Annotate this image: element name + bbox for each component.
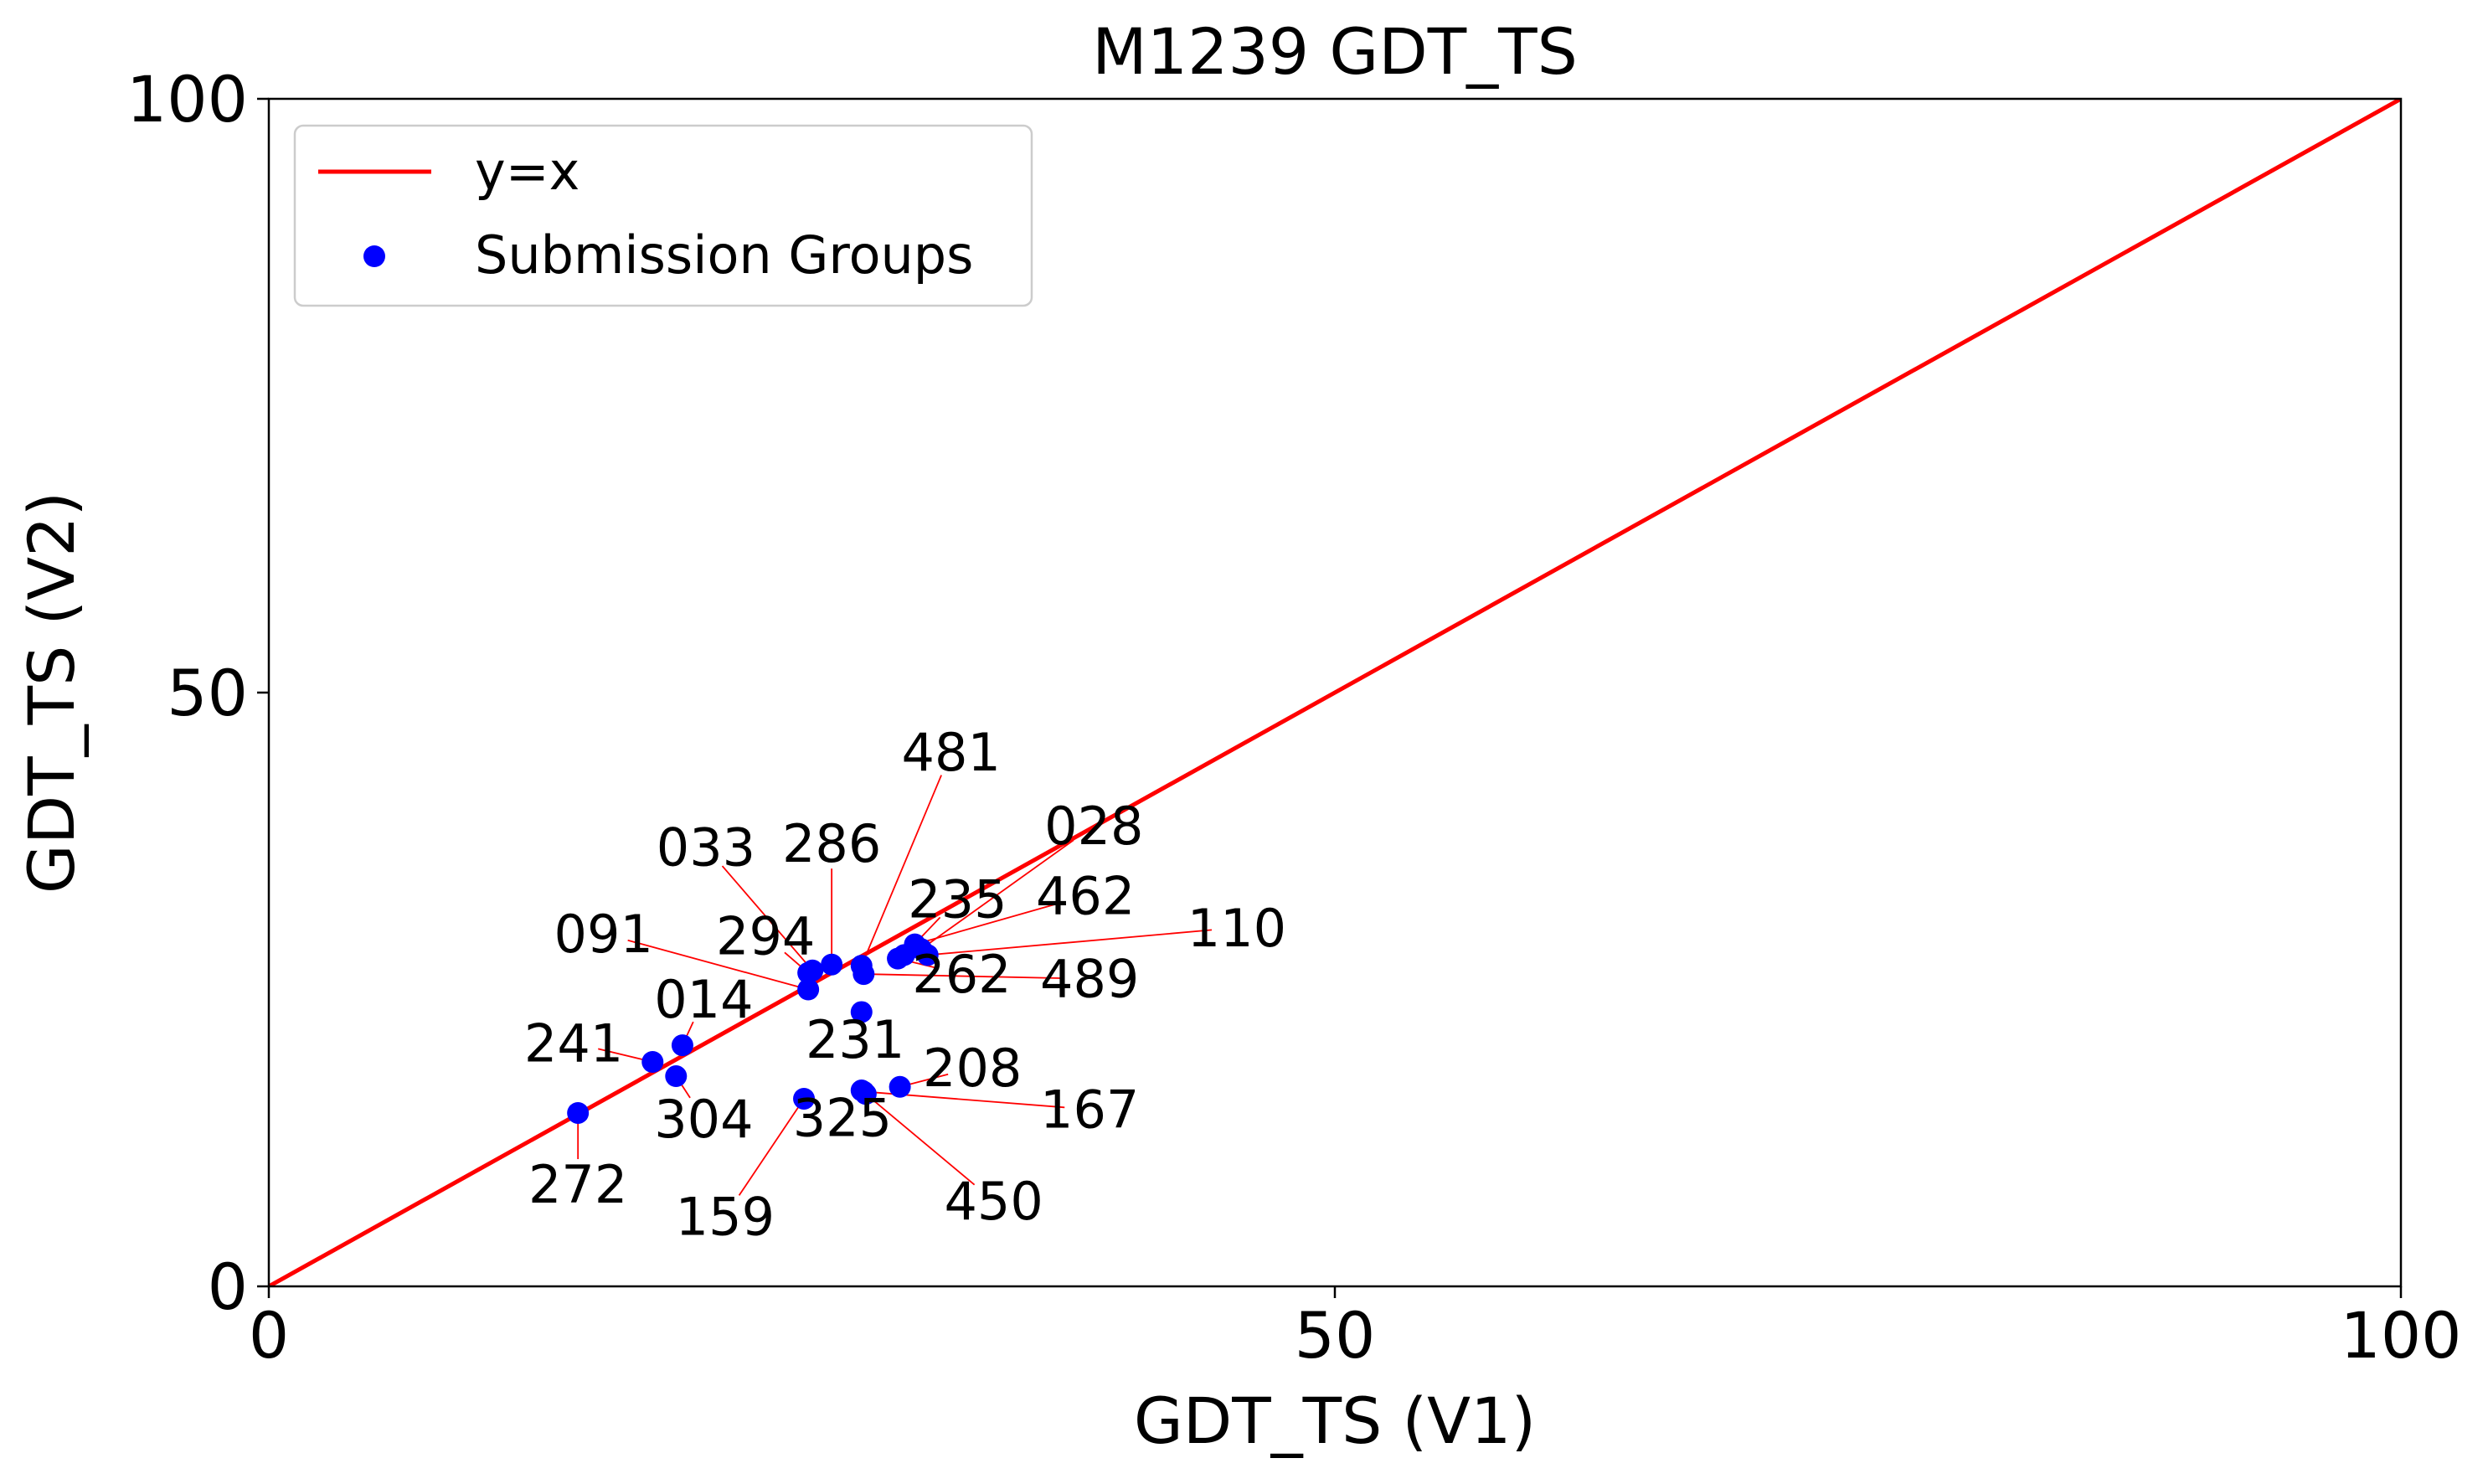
point-label: 489 — [1040, 949, 1139, 1010]
point-label: 110 — [1187, 898, 1286, 959]
data-point — [797, 978, 820, 1001]
data-point — [567, 1101, 590, 1124]
y-tick-label: 0 — [208, 1250, 248, 1324]
annotation-arrow — [738, 1099, 804, 1196]
x-axis-label: GDT_TS (V1) — [1134, 1384, 1536, 1458]
point-label: 091 — [554, 904, 653, 965]
data-point — [916, 944, 939, 966]
y-axis-label: GDT_TS (V2) — [14, 492, 89, 894]
data-point — [797, 961, 820, 984]
data-point — [853, 963, 875, 986]
data-point — [641, 1050, 664, 1073]
point-label: 033 — [657, 817, 755, 878]
y-tick-label: 50 — [167, 656, 248, 730]
x-tick-label: 50 — [1295, 1298, 1376, 1373]
point-label: 231 — [806, 1009, 904, 1070]
chart-title: M1239 GDT_TS — [1092, 14, 1578, 89]
data-point — [850, 1001, 873, 1023]
data-point — [671, 1034, 693, 1057]
point-label: 272 — [528, 1154, 627, 1215]
legend-label-line: y=x — [475, 141, 580, 202]
point-label: 304 — [654, 1089, 753, 1150]
point-label: 262 — [912, 944, 1011, 1005]
data-point — [854, 1083, 877, 1105]
legend-box — [293, 124, 1033, 307]
annotation-arrow — [914, 901, 1062, 945]
annotation-arrow — [863, 974, 1065, 980]
point-label: 481 — [902, 722, 1001, 783]
legend-label-points: Submission Groups — [475, 224, 973, 286]
annotation-arrow — [721, 865, 813, 971]
point-label: 159 — [676, 1186, 775, 1247]
data-point — [889, 1075, 911, 1098]
x-tick-label: 0 — [249, 1298, 289, 1373]
point-label: 208 — [923, 1038, 1022, 1099]
point-label: 014 — [654, 969, 753, 1030]
y-tick-label: 100 — [126, 62, 248, 137]
data-point — [821, 953, 843, 976]
data-point — [793, 1087, 816, 1110]
annotation-arrow — [921, 839, 1074, 949]
legend-marker-swatch — [363, 245, 385, 267]
annotation-arrow — [928, 929, 1213, 955]
data-point — [887, 947, 909, 970]
x-tick-label: 100 — [2340, 1298, 2461, 1373]
annotation-arrow — [862, 775, 942, 966]
point-label: 294 — [716, 906, 815, 967]
data-point — [665, 1065, 688, 1088]
annotation-arrow — [866, 1094, 976, 1186]
point-label: 450 — [944, 1171, 1043, 1232]
point-label: 286 — [782, 813, 881, 874]
legend: y=x Submission Groups — [293, 124, 1033, 307]
point-label: 325 — [793, 1088, 892, 1149]
reference-line-y-equals-x — [269, 99, 2401, 1286]
point-label: 462 — [1036, 865, 1135, 926]
point-label: 028 — [1044, 796, 1143, 857]
annotation-arrow — [627, 939, 808, 990]
point-label: 235 — [908, 869, 1007, 930]
point-label: 241 — [524, 1013, 623, 1074]
point-label: 167 — [1040, 1080, 1139, 1141]
